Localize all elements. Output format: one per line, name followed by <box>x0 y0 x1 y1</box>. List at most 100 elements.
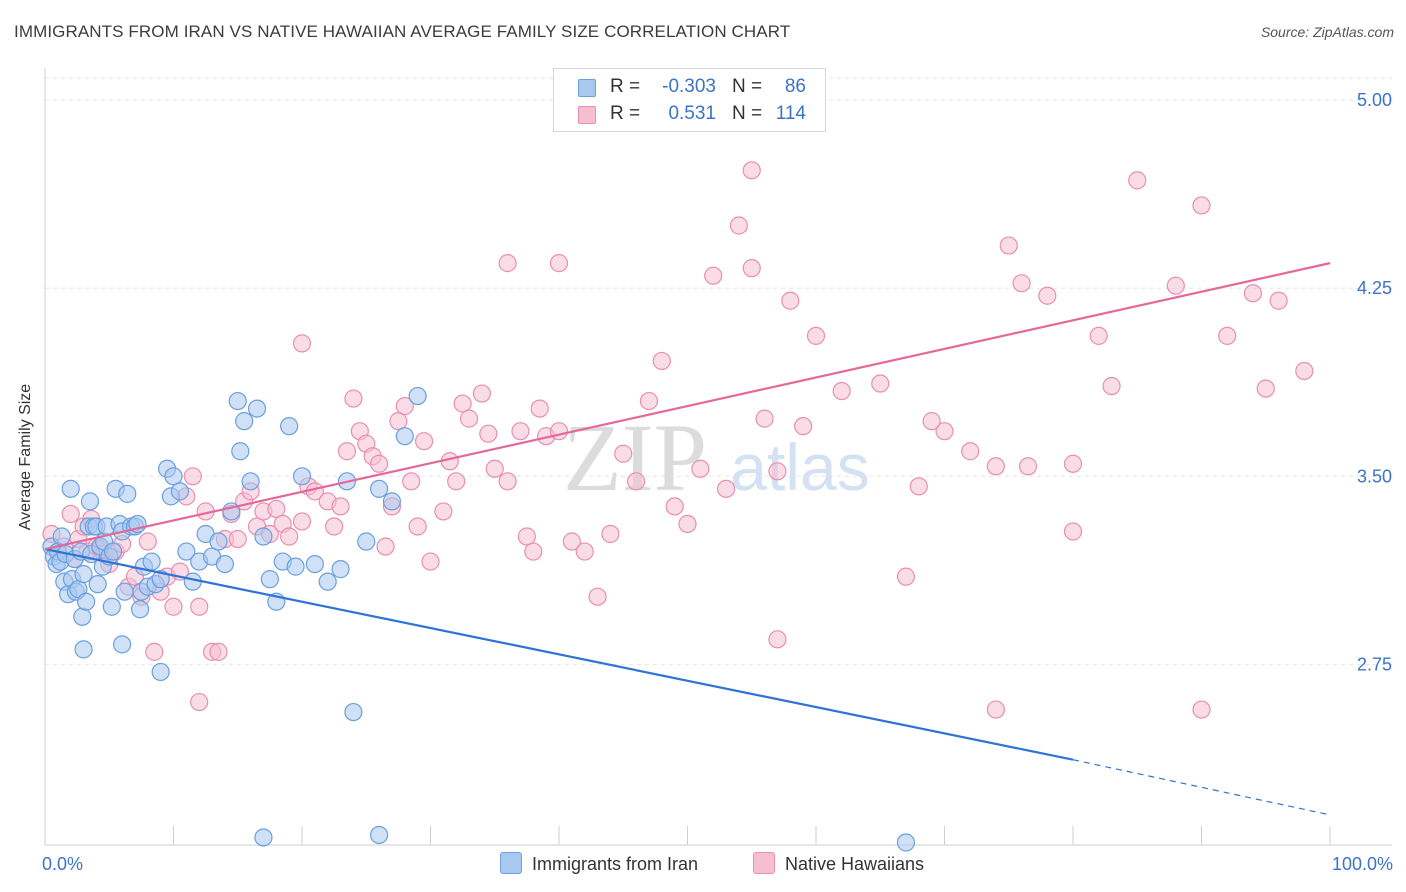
iran-point <box>247 399 267 418</box>
hawaiian-point <box>639 391 659 411</box>
hawaiian-point <box>871 374 890 393</box>
legend-swatch-iran <box>578 79 596 97</box>
hawaiian-point <box>1192 700 1211 719</box>
iran-point <box>241 472 260 491</box>
iran-point <box>61 479 80 498</box>
iran-point <box>280 417 299 436</box>
hawaiian-point <box>395 396 414 416</box>
hawaiian-point <box>138 532 157 551</box>
hawaiian-point <box>183 467 202 486</box>
hawaiian-point <box>370 454 389 473</box>
iran-point <box>331 560 350 579</box>
iran-point <box>77 592 96 611</box>
iran-point <box>254 828 273 847</box>
hawaiian-point <box>292 512 312 531</box>
hawaiian-point <box>909 477 928 496</box>
hawaiian-point <box>742 259 761 278</box>
hawaiian-point <box>190 597 209 616</box>
iran-point <box>151 662 170 682</box>
hawaiian-point <box>145 642 164 661</box>
iran-point <box>170 482 190 501</box>
iran-point <box>151 570 170 589</box>
hawaiian-point <box>665 497 684 516</box>
iran-point <box>74 640 93 659</box>
iran-point <box>370 825 389 845</box>
hawaiian-point <box>742 161 761 180</box>
legend-n-label: N = <box>732 76 763 97</box>
hawaiian-point <box>601 524 620 544</box>
iran-point <box>254 527 273 546</box>
hawaiian-point <box>434 502 453 521</box>
hawaiian-point <box>755 409 774 428</box>
hawaiian-point <box>832 381 851 401</box>
hawaiian-point <box>961 442 980 461</box>
hawaiian-point <box>1063 454 1083 473</box>
iran-point <box>80 492 100 511</box>
legend-r-value: 0.531 <box>668 103 716 124</box>
axes <box>44 68 1392 846</box>
iran-point <box>115 582 134 601</box>
hawaiian-point <box>280 527 299 546</box>
hawaiian-point <box>768 462 787 481</box>
hawaiian-point <box>1295 361 1314 381</box>
hawaiian-point <box>562 532 581 551</box>
iran-point <box>292 467 312 486</box>
hawaiian-point <box>1012 274 1031 293</box>
iran-point <box>408 386 427 406</box>
chart-title: IMMIGRANTS FROM IRAN VS NATIVE HAWAIIAN … <box>14 22 791 41</box>
hawaiian-point <box>376 537 395 556</box>
hawaiian-point <box>806 326 826 345</box>
hawaiian-point <box>729 216 749 235</box>
hawaiian-point <box>479 424 498 443</box>
iran-point <box>231 442 250 461</box>
hawaiian-point <box>768 630 787 649</box>
hawaiian-point <box>511 422 530 441</box>
hawaiian-point <box>1102 376 1121 396</box>
watermark-atlas: atlas <box>730 430 869 504</box>
hawaiian-point <box>498 254 517 273</box>
iran-point <box>215 554 234 574</box>
iran-point <box>52 527 71 546</box>
hawaiian-point <box>1166 276 1185 295</box>
hawaiian-point <box>389 412 408 431</box>
legend-label-hawaiian: Native Hawaiians <box>785 854 925 874</box>
hawaiian-point <box>459 409 479 428</box>
hawaiian-point <box>164 597 183 616</box>
hawaiian-point <box>447 472 466 491</box>
hawaiian-point <box>421 552 440 571</box>
hawaiian-point <box>331 497 350 516</box>
iran-point <box>260 570 279 589</box>
hawaiian-point <box>408 517 427 536</box>
hawaiian-point <box>986 457 1006 476</box>
iran-point <box>130 600 150 619</box>
hawaiian-point <box>781 291 800 310</box>
hawaiian-point <box>292 334 312 353</box>
iran-point <box>395 427 414 446</box>
hawaiian-point <box>337 442 357 461</box>
hawaiian-point <box>922 412 941 431</box>
iran-point <box>344 702 363 722</box>
y-tick-label: 4.25 <box>1357 278 1392 298</box>
iran-point <box>318 572 337 591</box>
hawaiian-point <box>1218 326 1237 345</box>
hawaiian-point <box>575 542 594 561</box>
legend-n-value: 114 <box>775 103 806 124</box>
legend-n-value: 86 <box>784 76 806 97</box>
hawaiian-point <box>1128 171 1147 190</box>
hawaiian-point <box>588 587 607 606</box>
hawaiian-point <box>1243 284 1263 303</box>
hawaiian-point <box>517 527 536 546</box>
hawaiian-point <box>794 417 813 436</box>
iran-point <box>382 492 402 511</box>
hawaiian-point <box>549 254 569 273</box>
legend-swatch-hawaiian <box>578 106 596 124</box>
iran-point <box>73 607 92 626</box>
iran-point <box>88 575 107 594</box>
iran-point <box>357 532 376 551</box>
iran-point <box>305 554 324 574</box>
hawaiian-point <box>498 472 517 491</box>
hawaiian-point <box>344 389 363 408</box>
y-tick-label: 2.75 <box>1357 654 1392 674</box>
legend-item-iran: Immigrants from Iran <box>500 852 698 875</box>
legend-item-hawaiian: Native Hawaiians <box>753 852 924 875</box>
